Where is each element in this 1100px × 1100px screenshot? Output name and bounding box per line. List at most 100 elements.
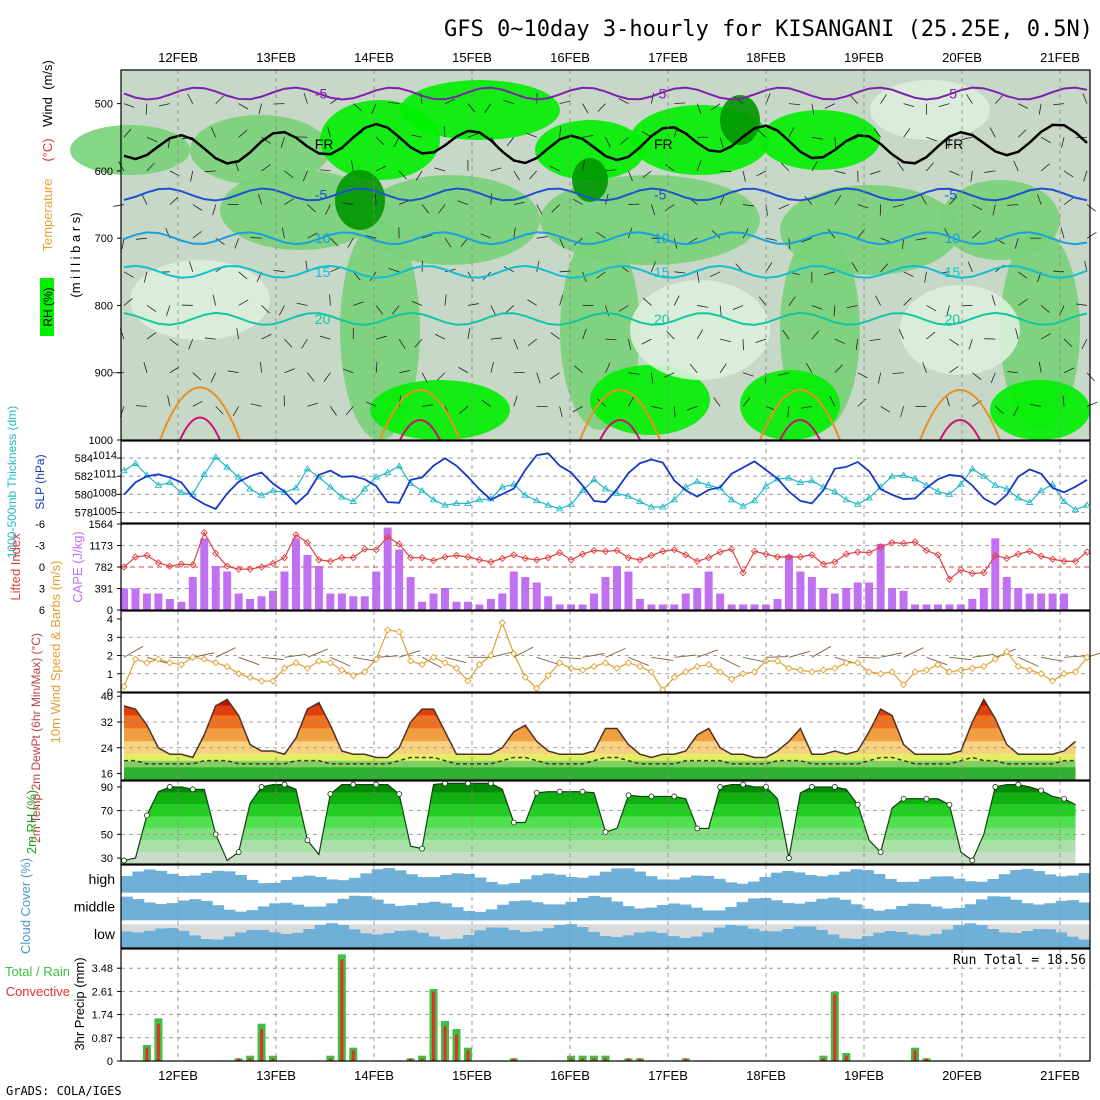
cloud-cell: [326, 903, 339, 921]
cloud-cell: [782, 902, 795, 921]
lifted-index-point: [1048, 555, 1057, 563]
cloud-cell: [246, 879, 259, 893]
wind-barb: [1086, 232, 1097, 239]
cloud-row-label: high: [89, 871, 115, 887]
cloud-cell: [816, 898, 829, 921]
wind10-point: [280, 664, 289, 672]
thickness-point: [257, 491, 266, 498]
wind-barb: [302, 170, 308, 182]
precip-convective-bar: [466, 1050, 470, 1061]
cloud-cell: [360, 896, 373, 921]
lifted-index-point: [544, 554, 552, 562]
rh2m-point: [946, 801, 953, 808]
wind-barb: [857, 656, 880, 659]
cape-bar: [120, 588, 128, 610]
rh2m-point: [671, 793, 678, 800]
cloud-cell-low: [531, 924, 544, 932]
cloud-cell: [770, 900, 783, 921]
precip-convective-bar: [260, 1029, 264, 1061]
cloud-cell: [280, 933, 293, 948]
cloud-cell: [668, 879, 681, 893]
cape-bar: [1002, 577, 1011, 610]
wind10-point: [1060, 670, 1068, 678]
lifted-index-point: [510, 551, 518, 559]
wind-barb: [1007, 371, 1019, 374]
wind10-point: [877, 670, 885, 678]
wind-barb: [490, 305, 497, 316]
tick-label: 50: [101, 829, 113, 841]
precip-convective-bar: [638, 1058, 642, 1061]
cloud-cell: [930, 876, 943, 893]
wind-barb: [505, 305, 515, 314]
rh2m-point: [258, 784, 265, 790]
precip-convective-bar: [592, 1058, 596, 1061]
wind-barb: [261, 333, 272, 340]
wind-barb: [674, 102, 686, 105]
cloud-cell: [805, 901, 817, 921]
wind-barb: [307, 648, 328, 658]
precip-convective-bar: [604, 1058, 607, 1061]
chart-title: GFS 0~10day 3-hourly for KISANGANI (25.2…: [444, 17, 1093, 42]
cape-bar: [590, 593, 599, 610]
cloud-cell: [508, 883, 521, 893]
cloud-cell: [782, 870, 795, 893]
cloud-cell: [702, 875, 715, 893]
cape-bar: [223, 571, 232, 610]
lifted-index-point: [934, 551, 942, 559]
rh2m-point: [533, 789, 540, 796]
lifted-index-point: [705, 554, 713, 562]
cloud-cell-low: [976, 924, 988, 926]
date-label-bottom: 12FEB: [158, 1068, 198, 1083]
cape-bar: [498, 593, 507, 610]
cloud-cell: [588, 895, 601, 921]
wind-barb: [234, 238, 240, 249]
tick-label: 3.48: [92, 963, 113, 975]
lifted-index-point: [808, 551, 816, 559]
cloud-cell-low: [577, 924, 589, 927]
wind10-point: [911, 668, 919, 676]
surface-isotherm: [379, 389, 461, 441]
wind-barb: [480, 233, 492, 239]
tick-label: 782: [95, 562, 113, 574]
wind-barb: [664, 372, 675, 378]
lifted-index-point: [567, 556, 575, 564]
wind-barb: [948, 137, 950, 149]
wind-barb: [605, 647, 626, 658]
wind-barb: [961, 136, 973, 140]
wind-barb: [1061, 137, 1065, 149]
thickness-point: [888, 472, 896, 479]
cloud-cell: [827, 874, 840, 893]
cloud-cell: [178, 875, 190, 893]
cloud-cell: [1021, 868, 1034, 893]
wind-barb: [212, 204, 217, 216]
thickness-point: [131, 459, 140, 466]
thickness-point: [166, 478, 174, 485]
wind-barb: [536, 204, 543, 215]
lifted-index-point: [475, 556, 484, 564]
cloud-cell: [850, 938, 863, 948]
wind-barb: [146, 162, 155, 172]
date-label-bottom: 13FEB: [256, 1068, 296, 1083]
cloud-cell: [736, 925, 749, 948]
isotherm-line: [123, 86, 1088, 101]
temperature-label: Temperature: [40, 179, 55, 252]
tick-label: 900: [95, 368, 113, 380]
wind-barb: [732, 305, 744, 310]
isotherm-label: 10: [315, 230, 331, 246]
precip-convective-bar: [432, 991, 436, 1061]
wind-barb: [697, 305, 709, 308]
cloud-cell: [1021, 930, 1034, 948]
cape-bar: [234, 593, 243, 610]
wind-barb: [834, 170, 846, 174]
wind10-point: [544, 671, 552, 680]
precip-axis-label: 3hr Precip (mm): [72, 957, 87, 1050]
cloud-cell: [611, 901, 624, 921]
cloud-cell-low: [246, 924, 259, 930]
cloud-cell: [725, 924, 738, 948]
wind-barb: [967, 261, 973, 272]
wind-barb: [352, 271, 361, 281]
cape-bar: [830, 593, 839, 610]
wind10-point: [131, 655, 140, 663]
cloud-cell: [998, 874, 1011, 893]
lifted-index-point: [280, 554, 289, 562]
